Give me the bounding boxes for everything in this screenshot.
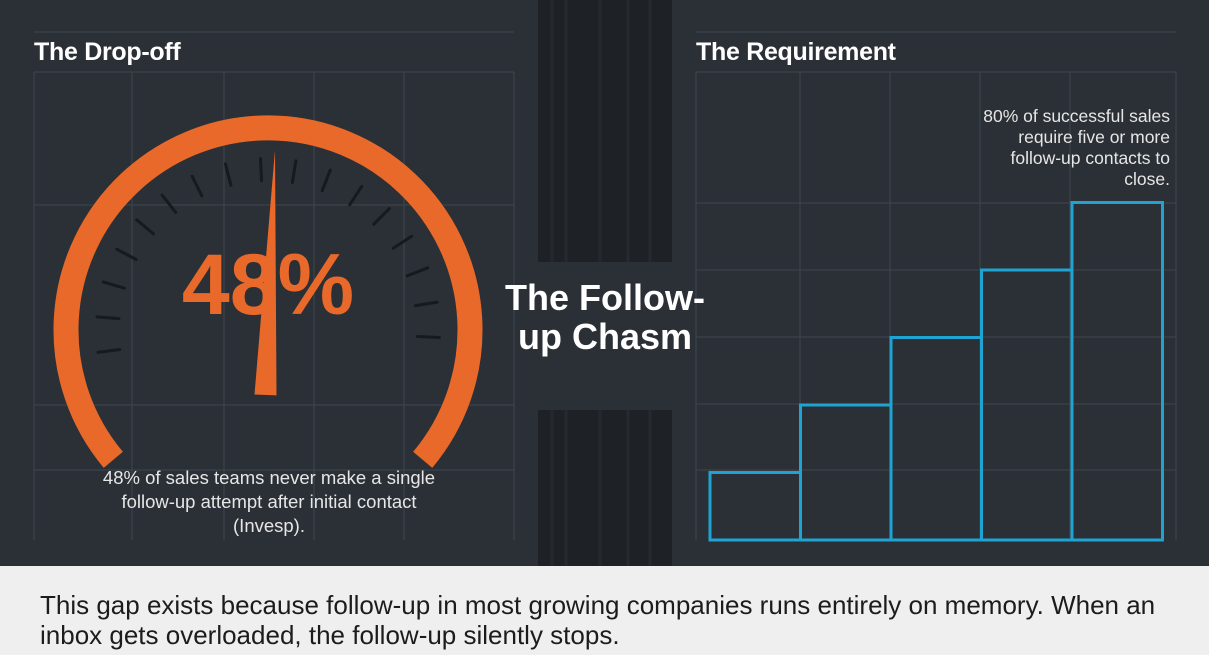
step-bar: [708, 471, 802, 542]
gauge-tick: [414, 300, 439, 308]
footer-panel: This gap exists because follow-up in mos…: [0, 566, 1209, 655]
gauge-tick: [405, 266, 430, 278]
step-bar: [1070, 201, 1164, 542]
gauge-tick: [290, 159, 298, 184]
gauge-tick: [160, 193, 178, 214]
gauge-tick: [391, 234, 414, 250]
gauge-tick: [348, 184, 364, 207]
gauge-tick: [95, 315, 121, 321]
gauge-tick: [190, 174, 204, 198]
step-outline: [708, 201, 1164, 542]
gauge-tick: [223, 162, 233, 187]
step-chart-caption: 80% of successful sales require five or …: [983, 106, 1170, 189]
footer-text: This gap exists because follow-up in mos…: [40, 590, 1156, 650]
drop-off-title: The Drop-off: [34, 38, 181, 66]
chasm-title: The Follow-up Chasm: [505, 277, 705, 357]
gauge-tick: [135, 218, 155, 236]
chasm-lower: [538, 410, 672, 566]
step-bar: [889, 336, 983, 542]
gauge-tick: [415, 335, 441, 339]
chart-canvas: 48%: [33, 0, 1177, 566]
gauge-needle: [254, 150, 277, 396]
gauge-tick: [115, 247, 138, 261]
gauge-tick: [101, 280, 126, 290]
gauge-arc: [53, 115, 483, 468]
gauge-caption: 48% of sales teams never make a single f…: [102, 467, 436, 536]
gauge-tick: [372, 207, 391, 226]
step-bar: [980, 268, 1074, 542]
gauge-tick: [259, 157, 263, 183]
gauge-tick: [320, 168, 332, 193]
chasm-upper: [538, 0, 672, 262]
requirement-title: The Requirement: [696, 38, 896, 66]
step-bar: [799, 403, 893, 542]
gauge-tick: [96, 348, 122, 354]
infographic-stage: 48% The Drop-off The Requirement 48% of …: [33, 0, 1177, 566]
